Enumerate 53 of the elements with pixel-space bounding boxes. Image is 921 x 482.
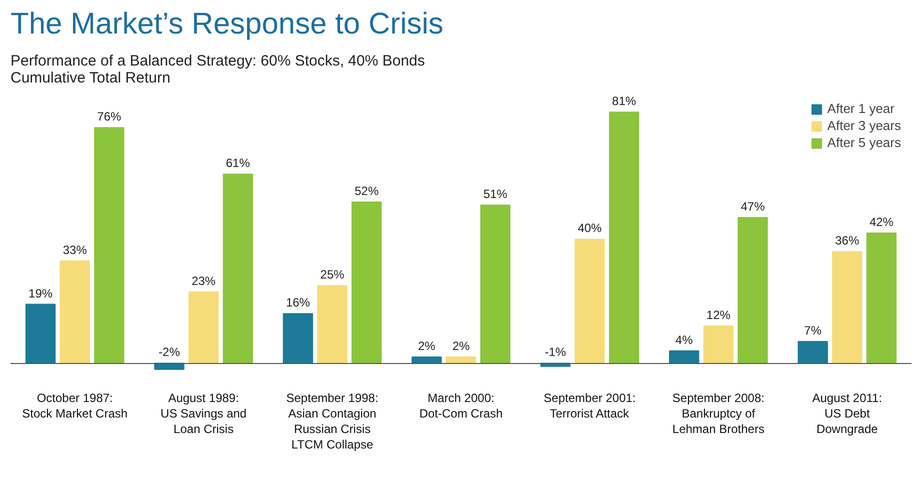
x-tick-label: March 2000: Dot-Com Crash [419,391,503,421]
data-label: 40% [578,221,602,236]
data-label: 81% [612,94,636,108]
bar [282,313,314,364]
legend-label: After 1 year [827,101,894,116]
data-label: -2% [158,345,180,360]
data-label: 61% [226,156,250,170]
x-tick-label: September 2008: Bankruptcy of Lehman Brothers [672,391,764,436]
x-tick-label: September 2001: Terrorist Attack [544,391,636,421]
x-tick-label: October 1987: Stock Market Crash [22,391,128,421]
bar [738,217,768,364]
bar [832,251,862,364]
bar [608,112,640,364]
data-label: 52% [354,184,379,198]
bar [703,326,734,364]
data-label: 12% [706,308,731,322]
bar [798,341,828,364]
bar [188,291,219,364]
legend-label: After 5 years [827,135,901,150]
data-label: 25% [320,268,345,282]
bar [222,174,253,364]
bar [412,356,442,364]
x-tick-label: September 1998: Asian Contagion Russian Crisis LTCM Collapse [286,391,378,452]
bar [446,356,476,364]
bar [480,204,510,364]
x-tick-label: August 1989: US Savings and Loan Crisis [160,391,247,436]
bar [317,285,348,364]
legend-label: After 3 years [827,118,901,133]
data-label: 42% [869,215,894,229]
bar [352,202,382,364]
data-label: 47% [740,200,766,214]
data-label: -1% [544,345,566,360]
bar [574,238,605,364]
bar [94,127,124,364]
data-label: 4% [675,332,694,347]
data-label: 7% [804,324,822,338]
bar [154,362,184,370]
data-label: 76% [97,110,122,124]
data-label: 33% [62,242,88,257]
data-label: 2% [418,339,436,354]
chart-title: The Market’s Response to Crisis [10,8,444,40]
bar [25,304,56,364]
data-label: 51% [483,187,508,202]
data-label: 19% [28,286,53,300]
bar [60,260,90,364]
data-label: 2% [452,339,470,354]
bar [866,232,897,364]
data-label: 16% [286,296,310,310]
chart-subtitle: Performance of a Balanced Strategy: 60% Stocks, 40% Bonds Cumulative Total Return [10,52,425,86]
x-tick-label: August 2011: US Debt Downgrade [812,391,882,436]
bar [669,350,700,364]
data-label: 36% [835,234,860,248]
data-label: 23% [192,274,216,288]
